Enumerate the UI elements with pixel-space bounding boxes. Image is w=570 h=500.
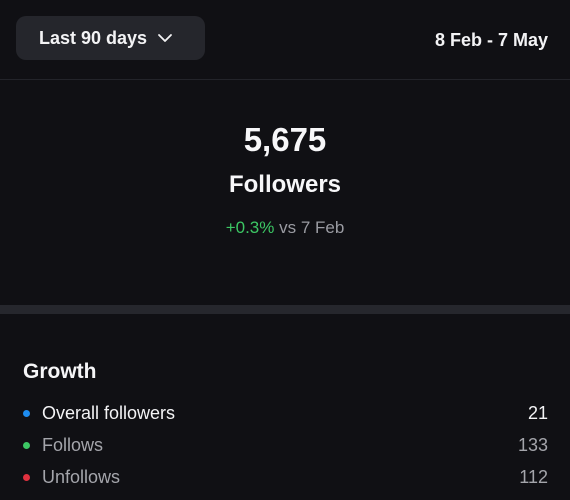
growth-row-value: 133 (517, 434, 548, 455)
growth-row-overall-followers: Overall followers 21 (23, 399, 548, 427)
change-percentage: +0.3% (225, 218, 275, 237)
header: Last 90 days 8 Feb - 7 May (0, 0, 570, 80)
chevron-down-icon (157, 30, 173, 46)
legend-dot (23, 441, 30, 449)
growth-section: Growth Overall followers 21 Follows 133 … (0, 314, 570, 500)
follower-change: +0.3% vs 7 Feb (0, 218, 570, 238)
change-comparison: vs 7 Feb (279, 218, 345, 237)
followers-summary: 5,675 Followers +0.3% vs 7 Feb (0, 81, 570, 305)
growth-row-value: 112 (519, 466, 548, 487)
growth-row-follows: Follows 133 (23, 431, 548, 459)
legend-dot (23, 409, 30, 417)
growth-row-label: Overall followers (42, 402, 176, 423)
date-range-dropdown-label: Last 90 days (39, 27, 148, 48)
legend-dot (23, 473, 30, 481)
follower-count: 5,675 (243, 121, 327, 158)
growth-row-label: Unfollows (42, 466, 121, 487)
date-range-dropdown[interactable]: Last 90 days (16, 16, 205, 60)
follower-count-label: Followers (228, 171, 342, 198)
growth-row-label: Follows (42, 434, 104, 455)
growth-row-unfollows: Unfollows 112 (23, 463, 548, 491)
section-divider (0, 305, 570, 314)
growth-row-value: 21 (527, 402, 548, 423)
date-range-text: 8 Feb - 7 May (434, 30, 548, 50)
growth-title: Growth (23, 360, 97, 383)
